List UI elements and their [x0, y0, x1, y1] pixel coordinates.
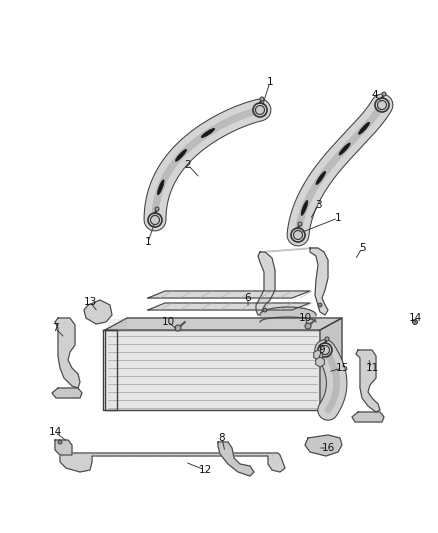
Ellipse shape: [325, 337, 329, 341]
Text: 7: 7: [52, 323, 58, 333]
Ellipse shape: [301, 200, 308, 215]
Text: 15: 15: [336, 363, 349, 373]
Ellipse shape: [318, 303, 322, 307]
Polygon shape: [305, 435, 342, 456]
Ellipse shape: [378, 101, 386, 109]
Ellipse shape: [260, 97, 264, 101]
Polygon shape: [352, 412, 384, 422]
Polygon shape: [148, 291, 310, 298]
Text: 2: 2: [185, 160, 191, 170]
Text: 10: 10: [298, 313, 311, 323]
Ellipse shape: [359, 122, 370, 134]
Polygon shape: [310, 248, 328, 315]
Polygon shape: [256, 252, 275, 315]
Ellipse shape: [316, 171, 325, 184]
Ellipse shape: [158, 180, 164, 195]
Text: 1: 1: [267, 77, 273, 87]
Polygon shape: [260, 248, 318, 252]
Text: 9: 9: [319, 345, 325, 355]
Ellipse shape: [321, 345, 329, 354]
Text: 8: 8: [219, 433, 225, 443]
Ellipse shape: [382, 92, 386, 96]
Text: 12: 12: [198, 465, 212, 475]
Ellipse shape: [305, 323, 311, 329]
Polygon shape: [105, 318, 342, 330]
Polygon shape: [55, 440, 72, 455]
Ellipse shape: [151, 215, 159, 224]
Text: 3: 3: [314, 200, 321, 210]
Ellipse shape: [175, 325, 181, 331]
Ellipse shape: [175, 149, 187, 161]
Ellipse shape: [263, 308, 267, 312]
Polygon shape: [148, 303, 310, 310]
Text: 1: 1: [145, 237, 151, 247]
Bar: [105, 330, 320, 410]
Text: 14: 14: [48, 427, 62, 437]
Ellipse shape: [155, 207, 159, 211]
Text: 10: 10: [162, 317, 175, 327]
Polygon shape: [218, 442, 254, 476]
Polygon shape: [55, 318, 80, 388]
Polygon shape: [320, 318, 342, 410]
Text: 13: 13: [83, 297, 97, 307]
Text: 16: 16: [321, 443, 335, 453]
Polygon shape: [52, 388, 82, 398]
Text: 6: 6: [245, 293, 251, 303]
Ellipse shape: [58, 440, 62, 444]
Text: 1: 1: [335, 213, 341, 223]
Polygon shape: [84, 300, 112, 324]
Polygon shape: [60, 453, 285, 472]
Polygon shape: [356, 350, 380, 412]
Text: 14: 14: [408, 313, 422, 323]
Ellipse shape: [339, 143, 350, 155]
Ellipse shape: [255, 106, 265, 115]
Ellipse shape: [293, 230, 303, 239]
Ellipse shape: [298, 222, 302, 226]
Ellipse shape: [413, 319, 417, 325]
Text: 11: 11: [365, 363, 378, 373]
Text: 5: 5: [359, 243, 365, 253]
Ellipse shape: [201, 128, 215, 138]
Text: 4: 4: [372, 90, 378, 100]
